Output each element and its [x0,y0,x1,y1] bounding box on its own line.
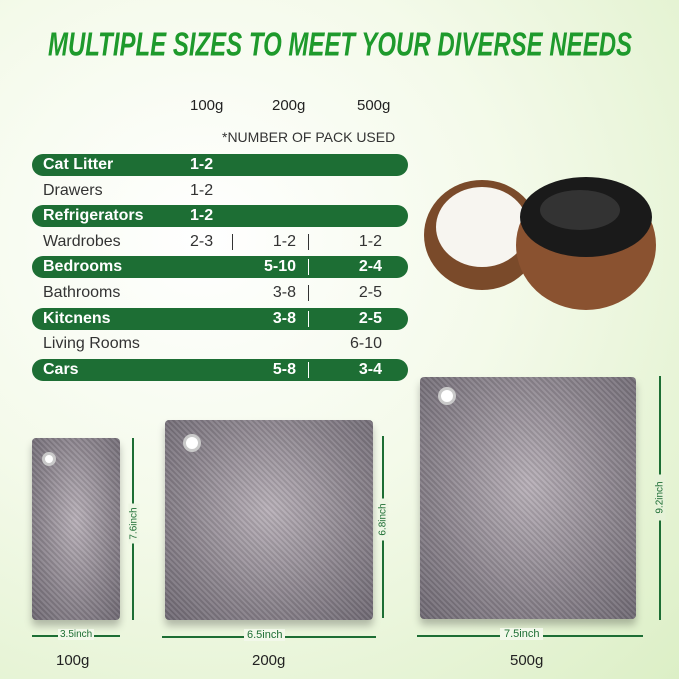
table-row: Bathrooms 3-8 2-5 [32,282,408,304]
room-label: Bedrooms [43,258,123,276]
size-header-500g: 500g [357,97,391,114]
room-label: Refrigerators [43,207,144,225]
pack-count-500g: 3-4 [358,360,382,378]
table-row: Wardrobes 2-3 1-2 1-2 [32,231,408,253]
pack-count-200g: 5-8 [272,360,296,378]
table-row: Cat Litter 1-2 [32,154,408,176]
column-divider [308,233,309,250]
pack-count-100g: 1-2 [190,181,214,199]
height-label-200g: 6.8inch [377,498,389,541]
table-row: Refrigerators 1-2 [32,205,408,228]
weight-label-200g: 200g [252,652,286,669]
pack-count-200g: 3-8 [272,284,296,301]
size-header-200g: 200g [272,97,306,114]
pack-count-500g: 6-10 [349,335,382,353]
room-label: Wardrobes [43,232,121,250]
coconut-charcoal-image [424,177,656,310]
column-divider [308,310,309,327]
room-label: Cat Litter [43,156,114,173]
width-label-200g: 6.5inch [244,629,286,641]
height-label-500g: 9.2inch [654,474,666,521]
pack-count-200g: 1-2 [272,232,296,250]
bag-100g [32,438,120,620]
bag-500g [420,377,636,619]
pack-count-100g: 1-2 [190,156,214,173]
column-divider [308,259,309,276]
weight-label-100g: 100g [56,652,90,669]
table-row: Kitcnens 3-8 2-5 [32,307,408,330]
room-label: Bathrooms [43,284,121,301]
height-label-100g: 7.6inch [128,503,140,544]
table-row: Living Rooms 6-10 [32,333,408,355]
size-header-100g: 100g [190,97,224,114]
pack-count-100g: 1-2 [190,207,214,225]
bag-200g [165,420,373,620]
pack-count-500g: 2-5 [358,284,382,301]
pack-count-100g: 2-3 [190,232,214,250]
column-divider [232,233,233,250]
width-label-100g: 3.5inch [58,629,95,640]
pack-count-200g: 5-10 [263,258,296,276]
column-divider [308,361,309,378]
pack-count-500g: 1-2 [358,232,382,250]
pack-count-200g: 3-8 [272,309,296,327]
pack-count-500g: 2-4 [358,258,382,276]
table-row: Drawers 1-2 [32,180,408,202]
page-title: MULTIPLE SIZES TO MEET YOUR DIVERSE NEED… [47,26,632,64]
width-label-500g: 7.5inch [500,628,544,640]
table-row: Bedrooms 5-10 2-4 [32,256,408,279]
pack-count-500g: 2-5 [358,309,382,327]
room-label: Drawers [43,181,103,199]
room-label: Living Rooms [43,335,140,353]
room-label: Cars [43,360,79,378]
column-divider [308,285,309,301]
room-label: Kitcnens [43,309,111,327]
table-row: Cars 5-8 3-4 [32,358,408,381]
usage-note: *NUMBER OF PACK USED [222,129,396,145]
weight-label-500g: 500g [510,652,544,669]
